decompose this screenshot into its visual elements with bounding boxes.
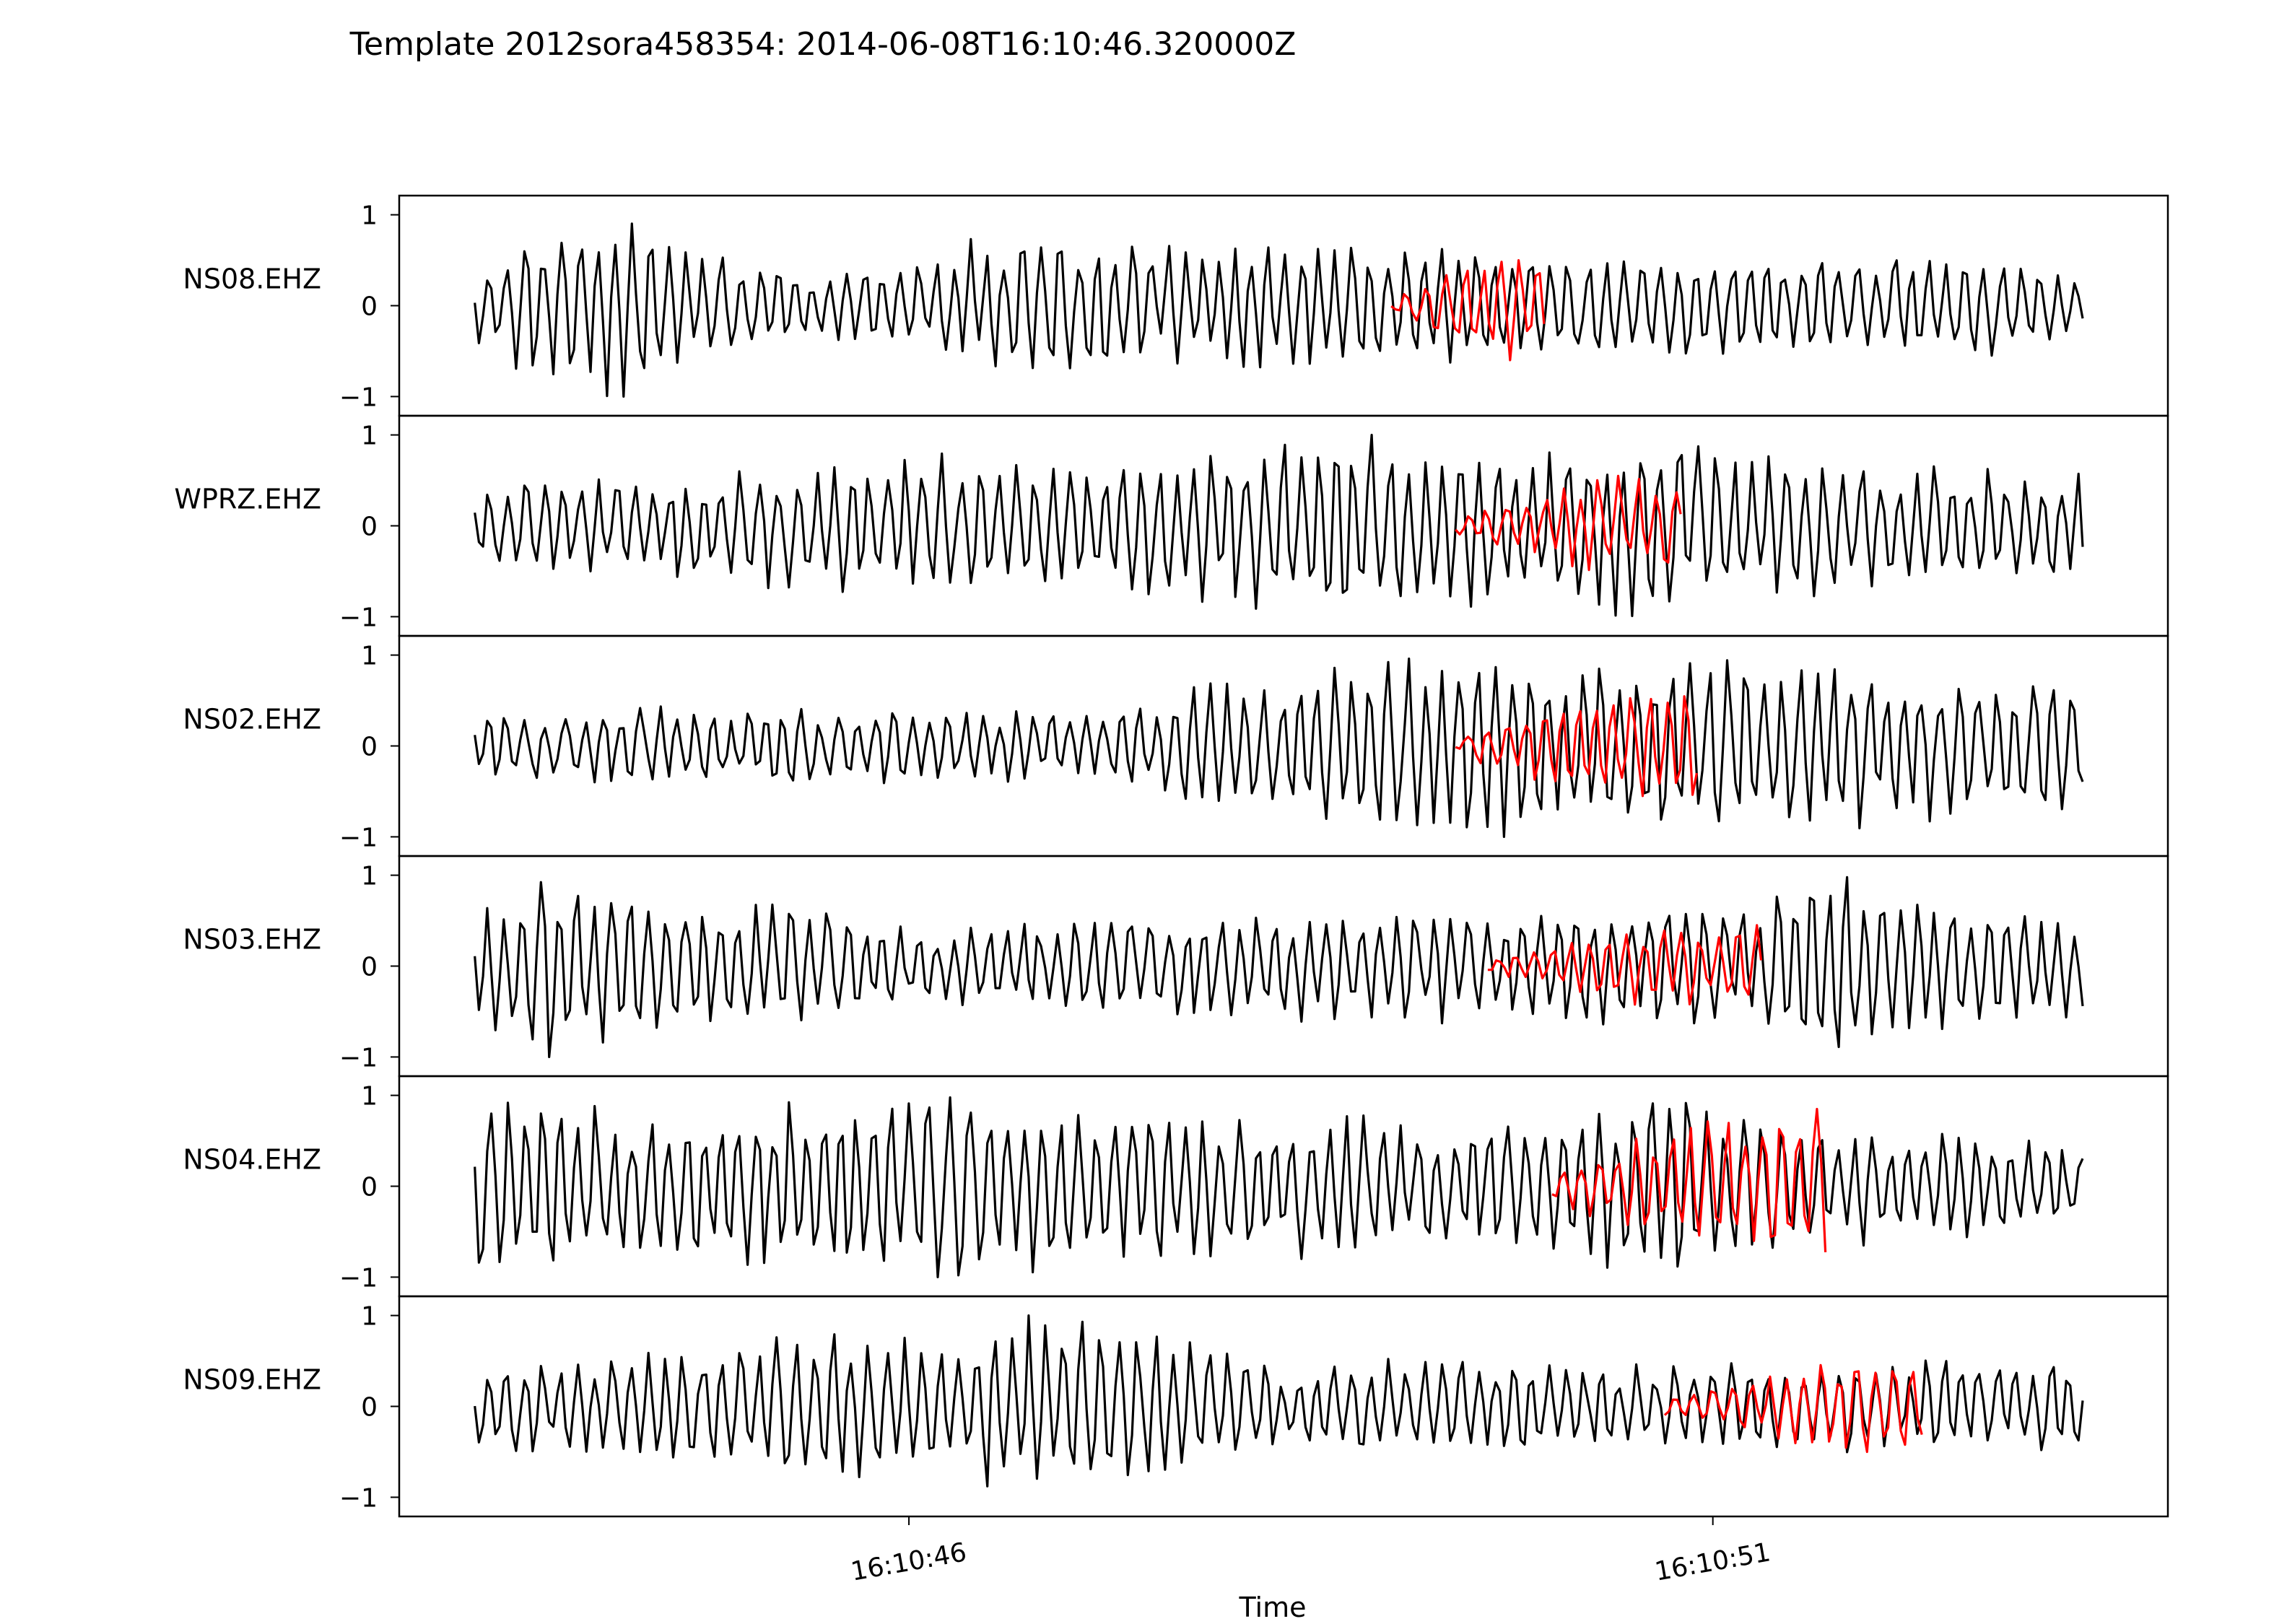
data-trace xyxy=(475,659,2083,837)
y-tick-label: 0 xyxy=(361,1393,378,1423)
data-trace xyxy=(475,877,2083,1057)
panel-ns04-ehz: −1 0 1 NS04.EHZ xyxy=(183,1076,2168,1296)
panel-ns08-ehz: −1 0 1 NS08.EHZ xyxy=(183,196,2168,416)
panel-frame xyxy=(399,856,2168,1076)
station-label: NS08.EHZ xyxy=(183,263,321,295)
y-tick-label: 1 xyxy=(361,201,378,231)
panel-frame xyxy=(399,1296,2168,1516)
panel-ns02-ehz: −1 0 1 NS02.EHZ xyxy=(183,636,2168,856)
station-label: WPRZ.EHZ xyxy=(174,484,321,515)
y-tick-label: 1 xyxy=(361,422,378,451)
data-trace xyxy=(475,435,2083,616)
y-tick-label: −1 xyxy=(339,603,378,632)
x-tick-label: 16:10:51 xyxy=(1652,1537,1772,1586)
y-tick-label: 0 xyxy=(361,733,378,762)
y-tick-label: 1 xyxy=(361,642,378,671)
x-tick-label: 16:10:46 xyxy=(849,1537,969,1586)
y-tick-label: 1 xyxy=(361,1302,378,1332)
y-tick-label: 1 xyxy=(361,1082,378,1112)
station-label: NS03.EHZ xyxy=(183,924,321,956)
x-axis: 16:10:46 16:10:51 xyxy=(849,1516,1773,1587)
panel-wprz-ehz: −1 0 1 WPRZ.EHZ xyxy=(174,416,2168,636)
y-tick-label: 0 xyxy=(361,512,378,542)
panel-ns03-ehz: −1 0 1 NS03.EHZ xyxy=(183,856,2168,1076)
panels-group: −1 0 1 NS08.EHZ −1 0 1 WPRZ.EHZ −1 0 1 NS02.EHZ −1 0 1… xyxy=(174,196,2168,1516)
data-trace xyxy=(475,1316,2083,1487)
station-label: NS04.EHZ xyxy=(183,1144,321,1176)
data-trace xyxy=(475,224,2083,397)
y-tick-label: 1 xyxy=(361,862,378,891)
panel-ns09-ehz: −1 0 1 NS09.EHZ xyxy=(183,1296,2168,1516)
y-tick-label: 0 xyxy=(361,292,378,322)
y-tick-label: −1 xyxy=(339,1263,378,1293)
y-tick-label: −1 xyxy=(339,383,378,412)
y-tick-label: −1 xyxy=(339,1483,378,1513)
chart-title: Template 2012sora458354: 2014-06-08T16:1… xyxy=(349,26,1297,63)
y-tick-label: −1 xyxy=(339,1043,378,1073)
data-trace xyxy=(475,1098,2083,1278)
station-label: NS02.EHZ xyxy=(183,704,321,735)
y-tick-label: 0 xyxy=(361,1173,378,1202)
y-tick-label: 0 xyxy=(361,953,378,982)
x-axis-label: Time xyxy=(1239,1592,1307,1623)
y-tick-label: −1 xyxy=(339,823,378,852)
station-label: NS09.EHZ xyxy=(183,1364,321,1396)
